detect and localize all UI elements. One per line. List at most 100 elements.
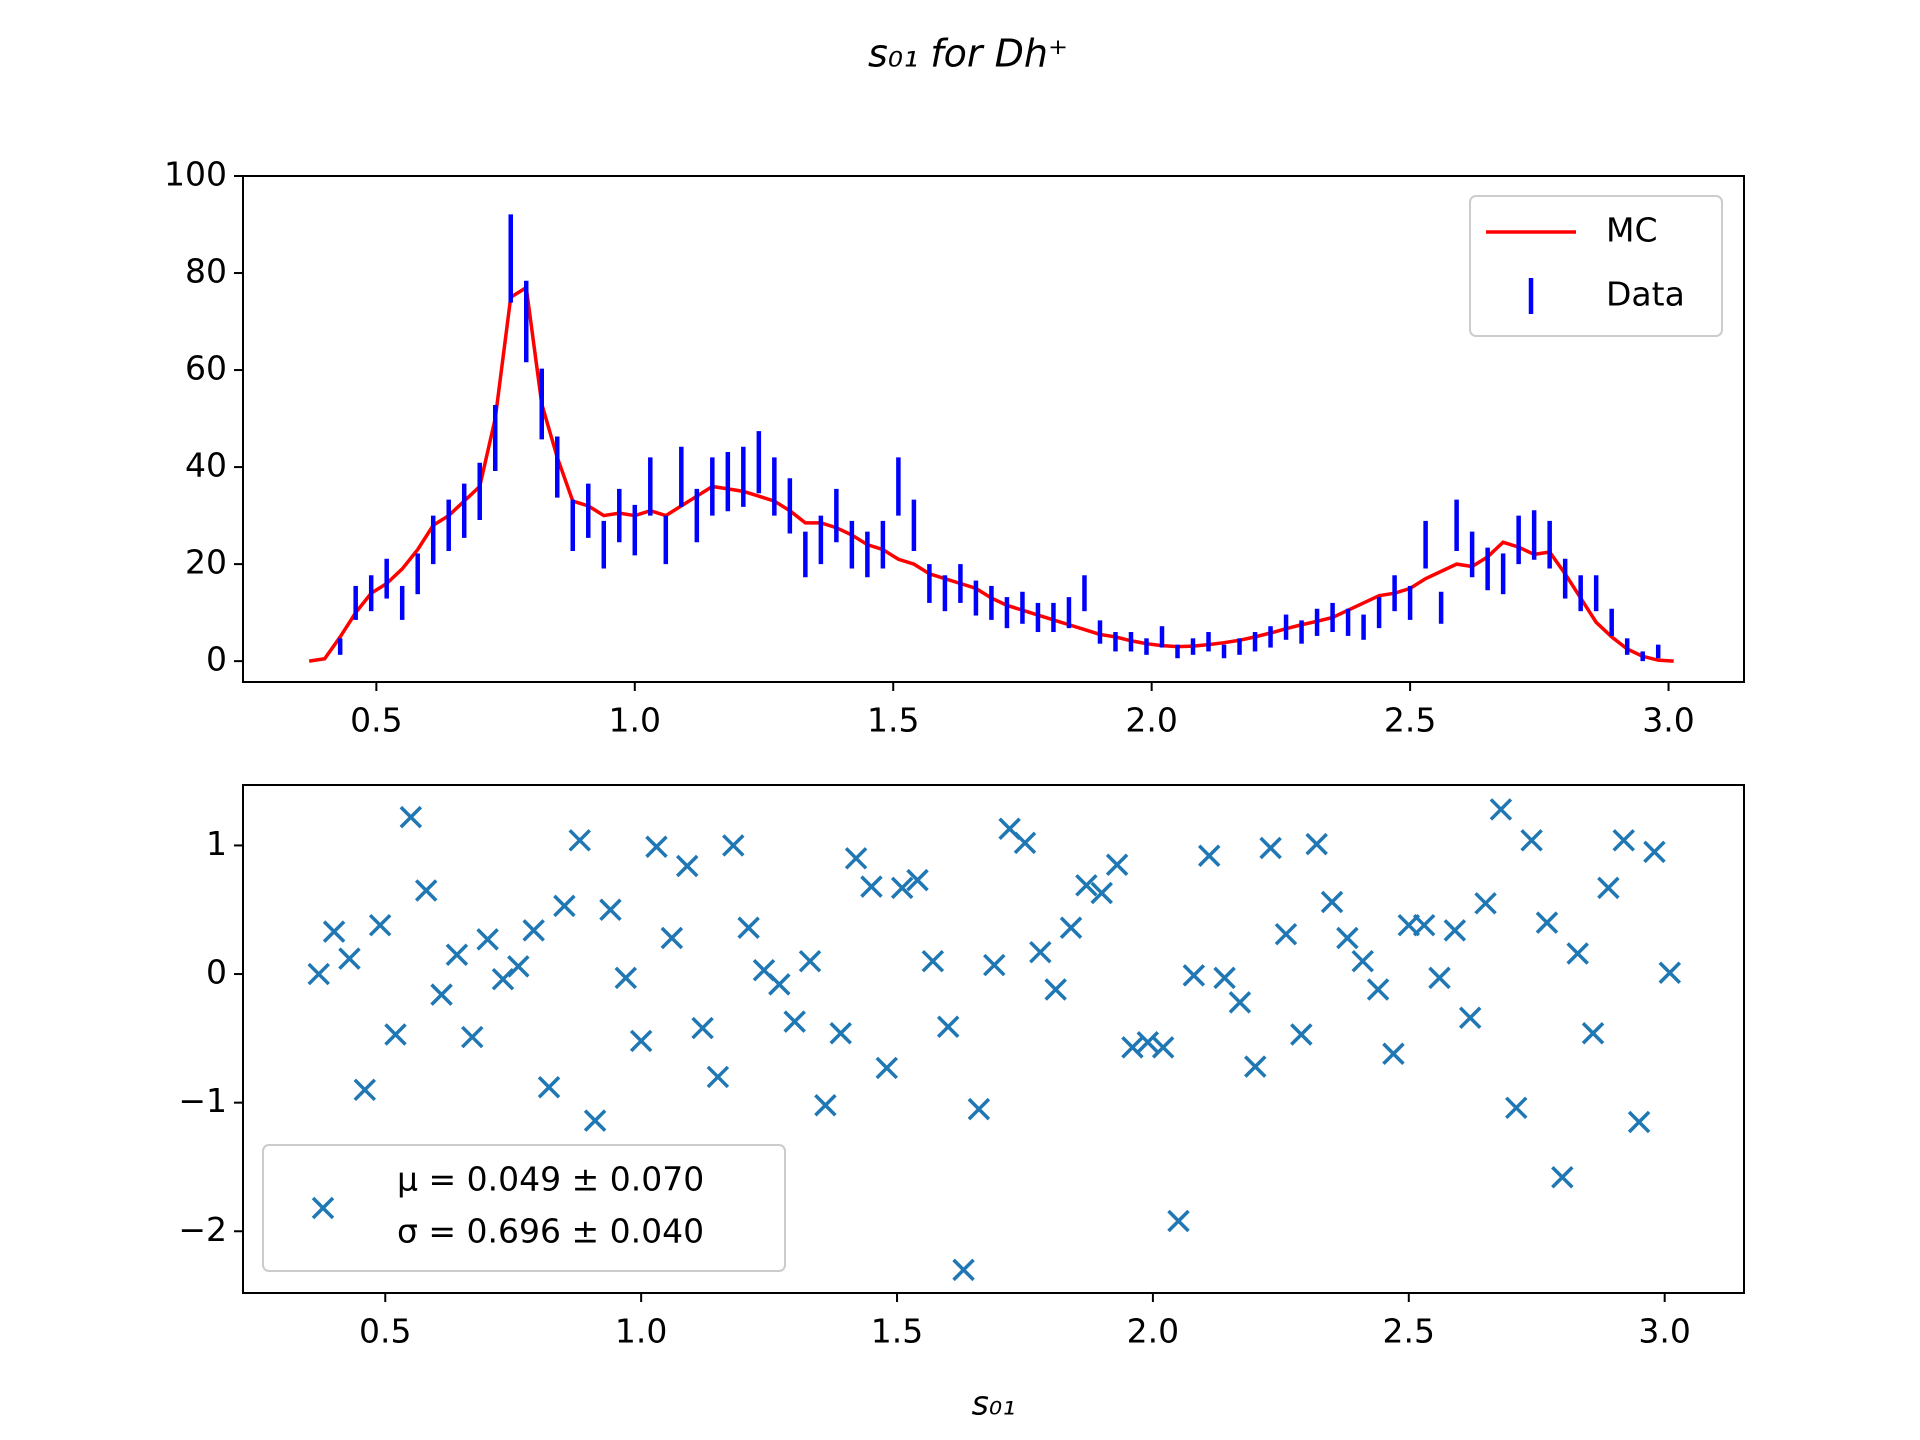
scatter-point [1336, 926, 1359, 950]
scatter-point [1382, 1042, 1405, 1066]
scatter-point [1274, 922, 1298, 946]
legend-label: μ = 0.049 ± 0.070 [397, 1160, 704, 1199]
scatter-point [1151, 1036, 1175, 1059]
scatter-point [1259, 836, 1282, 860]
scatter-point [814, 1093, 837, 1117]
scatter-point [1136, 1030, 1160, 1054]
scatter-point [1474, 892, 1497, 915]
scatter-point [1627, 1110, 1651, 1134]
scatter-point [1244, 1055, 1267, 1078]
scatter-point [1428, 966, 1451, 990]
x-tick-label: 3.0 [1638, 1312, 1690, 1351]
scatter-point [1044, 978, 1067, 1001]
scatter-point [568, 829, 591, 852]
scatter-point [645, 835, 668, 858]
scatter-point [1551, 1166, 1574, 1189]
x-tick-label: 1.0 [609, 701, 661, 740]
scatter-point [338, 947, 361, 970]
x-axis-label: s₀₁ [972, 1384, 1016, 1423]
x-tick-label: 1.5 [871, 1312, 923, 1351]
scatter-point [476, 928, 499, 951]
scatter-point [1458, 1006, 1482, 1030]
scatter-point [890, 876, 914, 900]
scatter-point [1121, 1036, 1144, 1059]
y-tick-label: 100 [164, 155, 227, 194]
scatter-point [1535, 911, 1559, 934]
scatter-point [353, 1078, 377, 1102]
legend-box [262, 1144, 786, 1272]
y-tick-label: −2 [178, 1210, 227, 1249]
scatter-point [445, 943, 469, 966]
x-tick-label: 1.0 [615, 1312, 667, 1351]
scatter-point [322, 920, 346, 943]
figure-title: s₀₁ for Dh⁺ [868, 32, 1068, 76]
scatter-point [537, 1075, 561, 1099]
scatter-point [921, 949, 945, 973]
x-tick-label: 2.0 [1125, 701, 1177, 740]
x-tick-label: 2.5 [1384, 701, 1436, 740]
x-tick-label: 0.5 [359, 1312, 411, 1351]
y-tick-label: 60 [185, 349, 227, 388]
scatter-point [461, 1025, 484, 1049]
scatter-point [491, 967, 515, 991]
scatter-point [1520, 829, 1543, 852]
y-tick-label: 1 [206, 824, 227, 863]
x-tick-label: 0.5 [350, 701, 402, 740]
scatter-point [553, 894, 576, 918]
x-tick-label: 2.5 [1383, 1312, 1435, 1351]
legend-label: σ = 0.696 ± 0.040 [397, 1212, 704, 1251]
x-tick-label: 1.5 [867, 701, 919, 740]
scatter-point [829, 1021, 852, 1045]
scatter-point [768, 973, 791, 996]
scatter-point [660, 926, 684, 950]
legend-marker [311, 1196, 335, 1220]
axes-frame [242, 784, 1745, 1294]
scatter-point [1167, 1209, 1190, 1233]
scatter-point [583, 1109, 607, 1132]
scatter-point [1320, 890, 1344, 914]
scatter-point [1658, 961, 1682, 985]
scatter-point [722, 834, 745, 857]
scatter-point [430, 983, 453, 1006]
scatter-point [1305, 832, 1328, 856]
scatter-point [952, 1258, 975, 1282]
y-tick-label: 0 [206, 640, 227, 679]
scatter-point [1228, 991, 1252, 1014]
scatter-point [384, 1023, 407, 1046]
scatter-point [1443, 919, 1467, 942]
axes-frame [242, 175, 1745, 683]
y-tick-label: 0 [206, 953, 227, 992]
scatter-point [1597, 876, 1620, 900]
scatter-point [1029, 940, 1052, 964]
scatter-point [1075, 874, 1098, 897]
scatter-point [599, 898, 622, 921]
scatter-point [875, 1056, 899, 1080]
scatter-point [783, 1010, 806, 1033]
scatter-point [1643, 840, 1666, 864]
scatter-point [983, 953, 1006, 977]
y-tick-label: −1 [178, 1081, 227, 1120]
scatter-point [906, 868, 929, 892]
scatter-point [1290, 1023, 1313, 1046]
scatter-point [706, 1065, 730, 1089]
scatter-point [522, 919, 545, 942]
y-tick-label: 20 [185, 543, 227, 582]
scatter-point [1566, 942, 1589, 965]
y-tick-label: 80 [185, 252, 227, 291]
scatter-point [629, 1029, 653, 1053]
scatter-point [1581, 1021, 1605, 1045]
x-tick-label: 3.0 [1642, 701, 1694, 740]
scatter-point [1059, 916, 1083, 939]
scatter-point [1351, 949, 1374, 973]
scatter-point [307, 962, 330, 986]
scatter-point [1105, 853, 1129, 876]
legend-label: Data [1606, 275, 1685, 314]
scatter-point [1197, 844, 1221, 867]
scatter-point [399, 805, 423, 829]
y-tick-label: 40 [185, 446, 227, 485]
scatter-point [1090, 881, 1113, 905]
scatter-point [691, 1016, 714, 1040]
scatter-point [798, 949, 822, 973]
scatter-point [507, 955, 530, 978]
